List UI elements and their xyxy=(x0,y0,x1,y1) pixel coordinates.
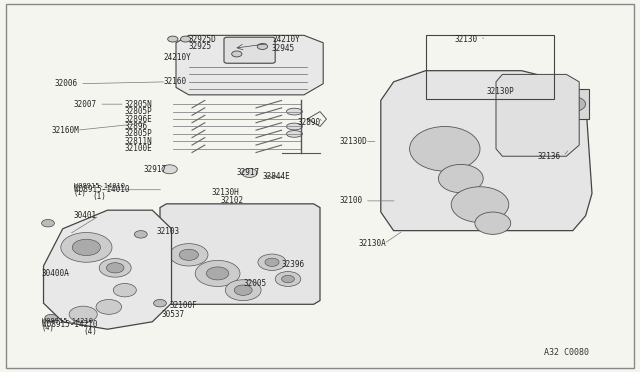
Polygon shape xyxy=(44,210,172,329)
Ellipse shape xyxy=(451,187,509,222)
Text: 32136: 32136 xyxy=(538,152,561,161)
Text: 32805P: 32805P xyxy=(125,107,152,116)
Circle shape xyxy=(72,239,100,256)
Polygon shape xyxy=(381,71,592,231)
Circle shape xyxy=(106,263,124,273)
Text: 32103: 32103 xyxy=(157,227,180,236)
Circle shape xyxy=(282,275,294,283)
Text: 32160: 32160 xyxy=(163,77,186,86)
Text: 32805P: 32805P xyxy=(125,129,152,138)
Text: 32925D: 32925D xyxy=(189,35,216,44)
Circle shape xyxy=(154,299,166,307)
Circle shape xyxy=(42,219,54,227)
Circle shape xyxy=(232,51,242,57)
Text: 32811N: 32811N xyxy=(125,137,152,146)
Polygon shape xyxy=(176,35,323,95)
Text: 32007: 32007 xyxy=(74,100,97,109)
Text: 32917: 32917 xyxy=(144,165,167,174)
Polygon shape xyxy=(496,74,579,156)
Circle shape xyxy=(96,299,122,314)
Text: 32890: 32890 xyxy=(298,118,321,127)
Text: 32100: 32100 xyxy=(339,196,362,205)
Text: W08915-14010
(1): W08915-14010 (1) xyxy=(74,183,125,196)
Circle shape xyxy=(61,232,112,262)
Circle shape xyxy=(234,285,252,295)
Text: 32896E: 32896E xyxy=(125,115,152,124)
Circle shape xyxy=(258,254,286,270)
Circle shape xyxy=(45,314,58,322)
Text: 30401: 30401 xyxy=(74,211,97,220)
Text: (4): (4) xyxy=(83,327,97,336)
Circle shape xyxy=(162,165,177,174)
Text: (1): (1) xyxy=(93,192,107,201)
Circle shape xyxy=(180,36,191,42)
Circle shape xyxy=(179,249,198,260)
Text: 32945: 32945 xyxy=(272,44,295,53)
Circle shape xyxy=(69,306,97,323)
Ellipse shape xyxy=(287,108,303,115)
Circle shape xyxy=(265,258,279,266)
Text: 30400A: 30400A xyxy=(42,269,69,278)
Text: 32130A: 32130A xyxy=(358,239,386,248)
Ellipse shape xyxy=(287,123,303,130)
Text: 32896: 32896 xyxy=(125,122,148,131)
Text: 32160M: 32160M xyxy=(51,126,79,135)
Ellipse shape xyxy=(410,126,480,171)
Text: 24210Y: 24210Y xyxy=(163,53,191,62)
Text: W08915-14210: W08915-14210 xyxy=(42,320,97,329)
Text: 32130P: 32130P xyxy=(486,87,514,96)
Text: 32396: 32396 xyxy=(282,260,305,269)
Text: 32844E: 32844E xyxy=(262,172,290,181)
Text: 32006: 32006 xyxy=(54,79,77,88)
Ellipse shape xyxy=(438,164,483,193)
Text: 32100F: 32100F xyxy=(170,301,197,310)
Text: 32130: 32130 xyxy=(454,35,477,44)
Text: 32917: 32917 xyxy=(237,169,260,177)
Circle shape xyxy=(113,283,136,297)
Circle shape xyxy=(207,267,229,280)
Circle shape xyxy=(168,36,178,42)
Text: 32130D: 32130D xyxy=(339,137,367,146)
Text: 30537: 30537 xyxy=(161,310,184,319)
Circle shape xyxy=(275,272,301,286)
Text: 32130H: 32130H xyxy=(211,188,239,197)
Text: W08915-14210
(4): W08915-14210 (4) xyxy=(42,318,93,331)
Text: 32925: 32925 xyxy=(189,42,212,51)
Text: W08915-14010: W08915-14010 xyxy=(74,185,129,194)
Circle shape xyxy=(225,280,261,301)
Circle shape xyxy=(560,97,586,112)
Text: A32 C0080: A32 C0080 xyxy=(544,348,589,357)
Ellipse shape xyxy=(475,212,511,234)
Circle shape xyxy=(99,259,131,277)
Ellipse shape xyxy=(287,131,303,137)
Text: 32005: 32005 xyxy=(243,279,266,288)
FancyBboxPatch shape xyxy=(224,37,275,63)
Polygon shape xyxy=(160,204,320,304)
Circle shape xyxy=(170,244,208,266)
Text: 32102: 32102 xyxy=(221,196,244,205)
Polygon shape xyxy=(563,89,589,119)
Text: 32805N: 32805N xyxy=(125,100,152,109)
Circle shape xyxy=(242,169,257,177)
Circle shape xyxy=(195,260,240,286)
Text: 32100E: 32100E xyxy=(125,144,152,153)
Circle shape xyxy=(134,231,147,238)
Bar xyxy=(426,35,554,99)
Circle shape xyxy=(257,44,268,49)
Text: 24210Y: 24210Y xyxy=(272,35,300,44)
